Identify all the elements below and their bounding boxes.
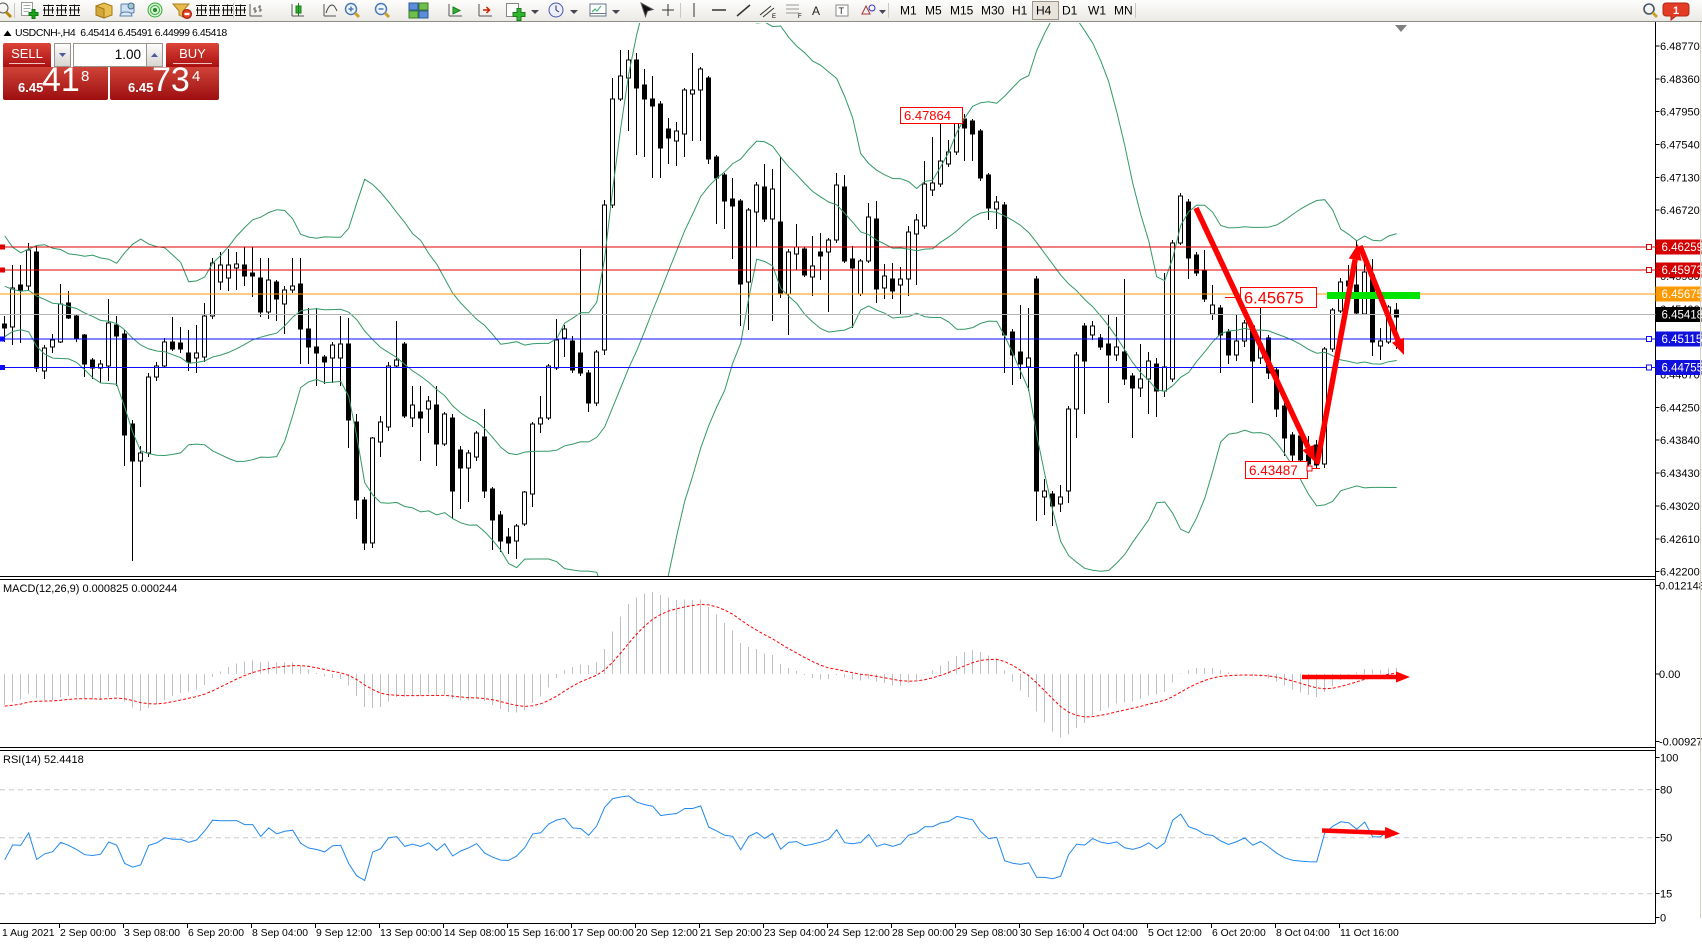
svg-text:M30: M30 <box>981 4 1005 18</box>
svg-text:30 Sep 16:00: 30 Sep 16:00 <box>1020 928 1082 939</box>
svg-text:6.43487: 6.43487 <box>1249 463 1298 478</box>
svg-text:6.48360: 6.48360 <box>1660 74 1700 86</box>
svg-text:6.47864: 6.47864 <box>904 108 951 123</box>
svg-text:21 Sep 20:00: 21 Sep 20:00 <box>700 928 762 939</box>
svg-text:E: E <box>772 14 776 20</box>
svg-text:8 Sep 04:00: 8 Sep 04:00 <box>252 928 308 939</box>
svg-text:6.47130: 6.47130 <box>1660 172 1700 184</box>
svg-text:13 Sep 00:00: 13 Sep 00:00 <box>380 928 442 939</box>
svg-text:6.43020: 6.43020 <box>1660 501 1700 513</box>
svg-text:M1: M1 <box>900 4 917 18</box>
svg-text:6.46259: 6.46259 <box>1662 242 1702 254</box>
svg-text:0.00: 0.00 <box>1659 669 1680 681</box>
svg-text:2 Sep 00:00: 2 Sep 00:00 <box>60 928 116 939</box>
svg-text:6.45675: 6.45675 <box>1244 290 1304 308</box>
svg-text:RSI(14) 52.4418: RSI(14) 52.4418 <box>3 754 84 766</box>
svg-text:MN: MN <box>1114 4 1133 18</box>
svg-text:15: 15 <box>1660 889 1672 901</box>
svg-text:28 Sep 00:00: 28 Sep 00:00 <box>892 928 954 939</box>
svg-text:29 Sep 08:00: 29 Sep 08:00 <box>956 928 1018 939</box>
svg-text:6.44755: 6.44755 <box>1662 363 1702 375</box>
svg-text:H1: H1 <box>1012 4 1028 18</box>
svg-text:6.45418: 6.45418 <box>1662 310 1702 322</box>
svg-text:6.45115: 6.45115 <box>1662 334 1702 346</box>
svg-text:M5: M5 <box>925 4 942 18</box>
svg-text:4 Oct 04:00: 4 Oct 04:00 <box>1084 928 1138 939</box>
svg-text:23 Sep 04:00: 23 Sep 04:00 <box>764 928 826 939</box>
svg-text:T: T <box>839 6 845 16</box>
svg-text:6.42200: 6.42200 <box>1660 567 1700 579</box>
svg-text:MACD(12,26,9) 0.000825 0.00024: MACD(12,26,9) 0.000825 0.000244 <box>3 583 177 595</box>
svg-text:6.45675: 6.45675 <box>1662 289 1702 301</box>
svg-text:20 Sep 12:00: 20 Sep 12:00 <box>636 928 698 939</box>
svg-text:8 Oct 04:00: 8 Oct 04:00 <box>1276 928 1330 939</box>
svg-text:0.012148: 0.012148 <box>1659 580 1702 592</box>
svg-text:H4: H4 <box>1036 4 1052 18</box>
svg-text:6 Oct 20:00: 6 Oct 20:00 <box>1212 928 1266 939</box>
svg-text:1: 1 <box>1673 5 1679 17</box>
svg-text:M15: M15 <box>950 4 974 18</box>
svg-text:6.44250: 6.44250 <box>1660 402 1700 414</box>
svg-text:6 Sep 20:00: 6 Sep 20:00 <box>188 928 244 939</box>
svg-text:F: F <box>798 14 802 20</box>
svg-text:9 Sep 12:00: 9 Sep 12:00 <box>316 928 372 939</box>
svg-text:14 Sep 08:00: 14 Sep 08:00 <box>444 928 506 939</box>
svg-text:6.48770: 6.48770 <box>1660 41 1700 53</box>
svg-text:6.43840: 6.43840 <box>1660 435 1700 447</box>
svg-text:0: 0 <box>1660 913 1666 925</box>
svg-text:-0.00927: -0.00927 <box>1659 737 1702 749</box>
svg-text:5 Oct 12:00: 5 Oct 12:00 <box>1148 928 1202 939</box>
svg-text:80: 80 <box>1660 785 1672 797</box>
svg-text:6.46720: 6.46720 <box>1660 205 1700 217</box>
svg-text:6.47950: 6.47950 <box>1660 107 1700 119</box>
svg-text:50: 50 <box>1660 833 1672 845</box>
svg-text:6.45973: 6.45973 <box>1662 265 1702 277</box>
svg-text:1 Aug 2021: 1 Aug 2021 <box>2 928 55 939</box>
svg-text:D1: D1 <box>1062 4 1078 18</box>
svg-text:A: A <box>812 4 820 18</box>
svg-text:15 Sep 16:00: 15 Sep 16:00 <box>508 928 570 939</box>
svg-text:6.43430: 6.43430 <box>1660 468 1700 480</box>
svg-text:6.47540: 6.47540 <box>1660 140 1700 152</box>
svg-text:W1: W1 <box>1088 4 1106 18</box>
svg-text:3 Sep 08:00: 3 Sep 08:00 <box>124 928 180 939</box>
svg-text:17 Sep 00:00: 17 Sep 00:00 <box>572 928 634 939</box>
svg-text:24 Sep 12:00: 24 Sep 12:00 <box>828 928 890 939</box>
svg-text:11 Oct 16:00: 11 Oct 16:00 <box>1340 928 1399 939</box>
svg-text:100: 100 <box>1660 753 1678 765</box>
svg-text:6.42610: 6.42610 <box>1660 534 1700 546</box>
